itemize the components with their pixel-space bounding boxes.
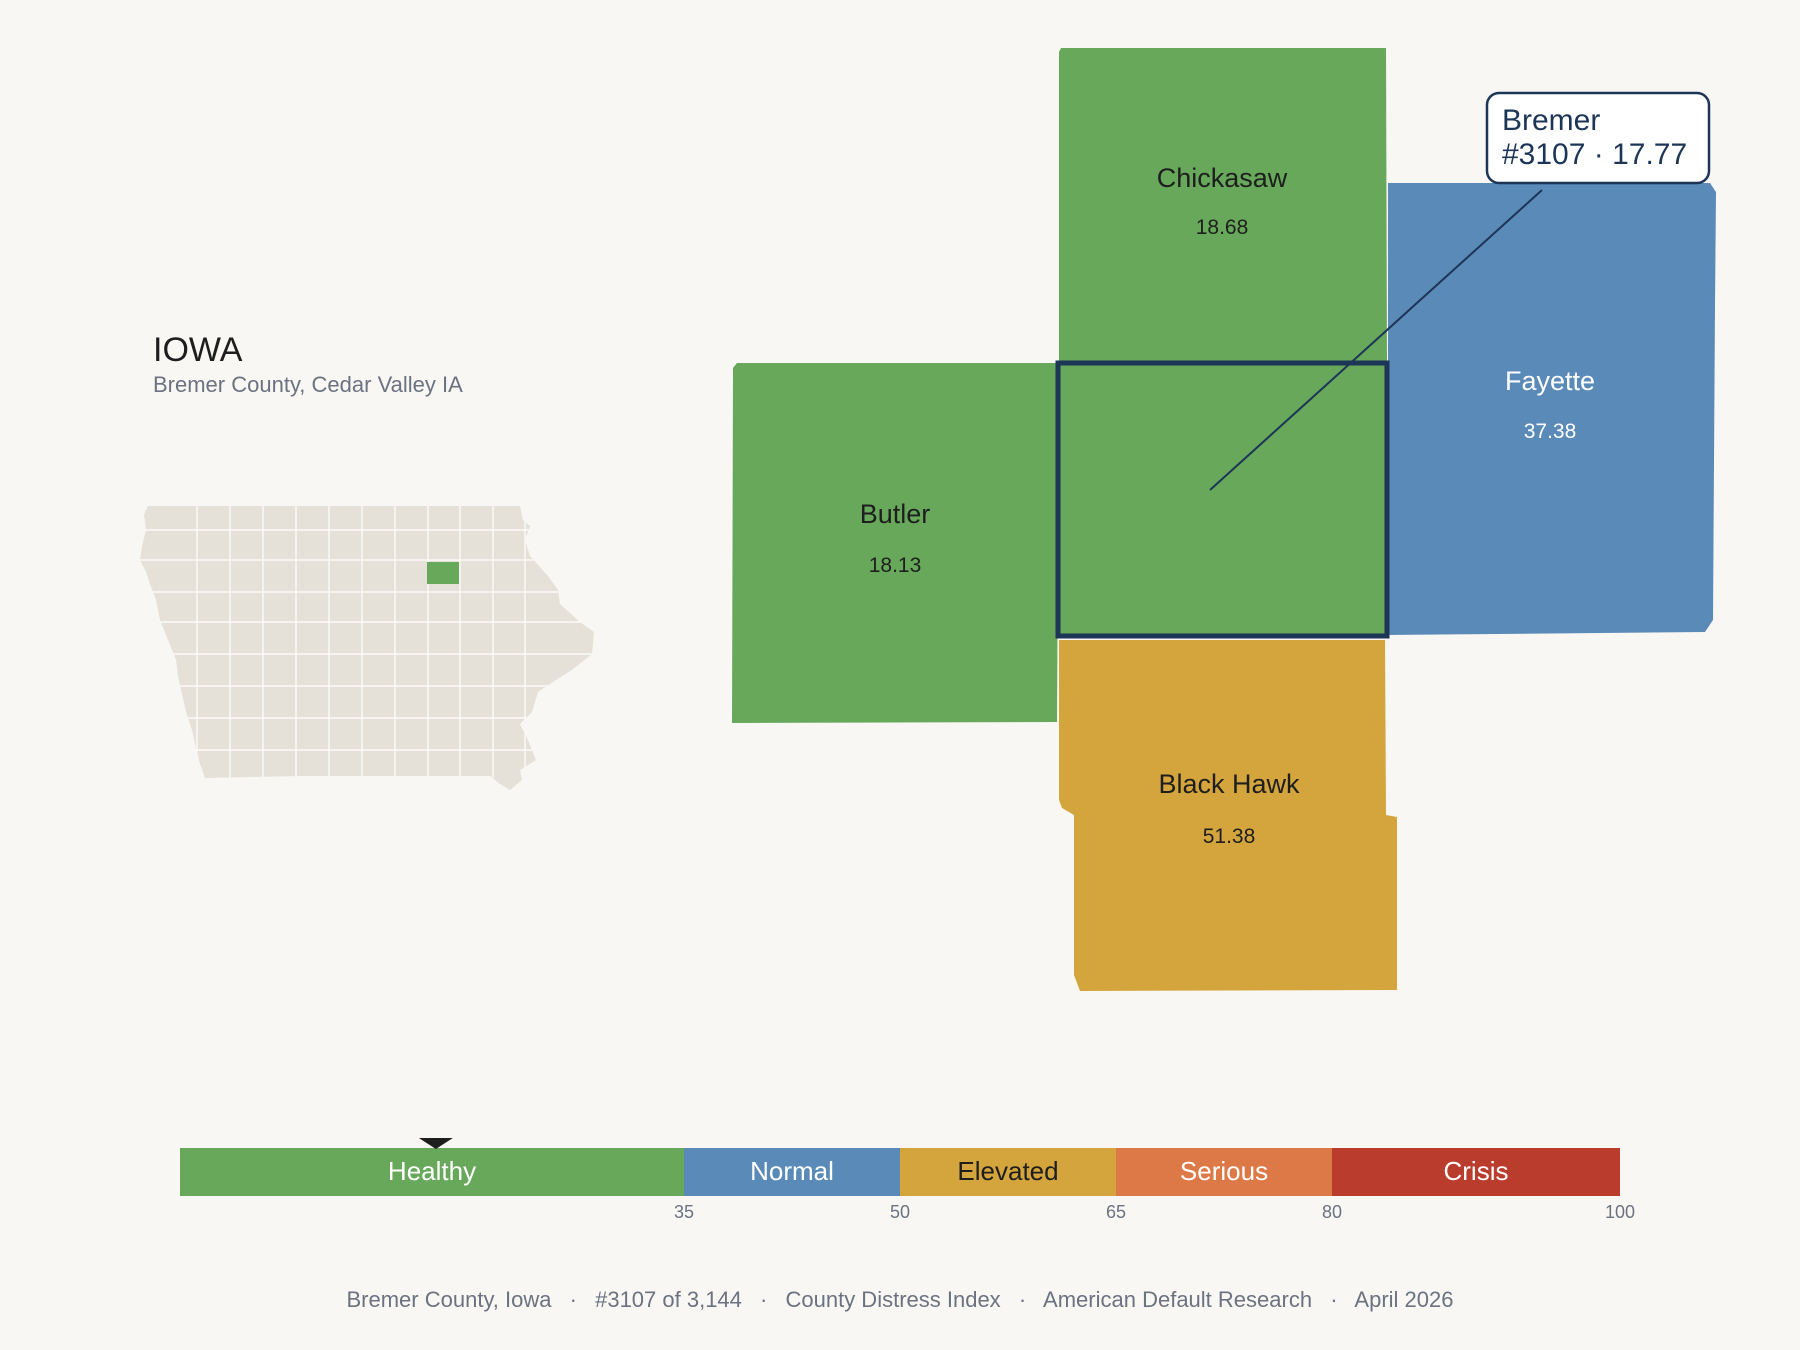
legend-tick-80: 80 (1322, 1202, 1342, 1222)
iowa-inset-map (140, 506, 594, 790)
county-butler-label: Butler (860, 499, 931, 529)
legend-band-serious (1116, 1148, 1332, 1196)
county-fayette-shape (1388, 183, 1716, 635)
legend-label-normal: Normal (750, 1156, 834, 1186)
county-blackhawk-label: Black Hawk (1158, 769, 1300, 799)
footer-sep-4: · (1330, 1287, 1337, 1312)
bremer-callout: Bremer #3107 · 17.77 (1209, 91, 1711, 491)
county-fayette-label: Fayette (1505, 366, 1595, 396)
footer-sep-2: · (760, 1287, 767, 1312)
callout-leader-line (1209, 189, 1543, 491)
legend-marker-icon (418, 1138, 453, 1149)
inset-bremer-county (427, 562, 459, 584)
county-chickasaw-shape (1059, 48, 1387, 362)
county-butler[interactable]: Butler 18.13 (732, 363, 1059, 723)
county-blackhawk-shape (1059, 640, 1397, 991)
county-blackhawk-value: 51.38 (1203, 825, 1256, 848)
legend-tick-100: 100 (1605, 1202, 1635, 1222)
distress-legend: Healthy Normal Elevated Serious Crisis 35 50 65… (180, 1138, 1635, 1222)
footer-date: April 2026 (1354, 1287, 1453, 1312)
callout-county-name: Bremer (1502, 104, 1600, 137)
footer-source: American Default Research (1043, 1287, 1312, 1312)
legend-label-elevated: Elevated (957, 1156, 1058, 1186)
county-chickasaw[interactable]: Chickasaw 18.68 (1059, 48, 1387, 362)
state-title: IOWA (153, 331, 243, 369)
county-fayette[interactable]: Fayette 37.38 (1388, 183, 1716, 635)
legend-tick-65: 65 (1106, 1202, 1126, 1222)
iowa-state-outline (140, 506, 594, 790)
footer-rank: #3107 of 3,144 (595, 1287, 742, 1312)
county-grid (140, 506, 594, 778)
callout-box (1485, 91, 1711, 185)
county-butler-value: 18.13 (869, 554, 922, 577)
legend-band-normal (684, 1148, 900, 1196)
footer-sep-3: · (1019, 1287, 1026, 1312)
county-fayette-value: 37.38 (1524, 420, 1577, 443)
legend-label-crisis: Crisis (1444, 1156, 1509, 1186)
county-blackhawk[interactable]: Black Hawk 51.38 (1059, 640, 1397, 991)
county-chickasaw-value: 18.68 (1196, 216, 1249, 239)
footer-index: County Distress Index (785, 1287, 1000, 1312)
legend-band-elevated (900, 1148, 1116, 1196)
state-subtitle: Bremer County, Cedar Valley IA (153, 372, 463, 397)
footer-county: Bremer County, Iowa (347, 1287, 553, 1312)
footer-sep-1: · (570, 1287, 577, 1312)
footer-credits: Bremer County, Iowa · #3107 of 3,144 · C… (347, 1287, 1454, 1312)
callout-rank-score: #3107 · 17.77 (1502, 138, 1687, 171)
legend-band-healthy (180, 1148, 684, 1196)
county-bremer-shape (1055, 360, 1390, 639)
legend-tick-35: 35 (674, 1202, 694, 1222)
county-chickasaw-label: Chickasaw (1157, 163, 1288, 193)
legend-label-healthy: Healthy (388, 1156, 476, 1186)
legend-tick-50: 50 (890, 1202, 910, 1222)
legend-band-crisis (1332, 1148, 1620, 1196)
county-bremer[interactable] (1055, 360, 1390, 639)
county-butler-shape (732, 363, 1059, 723)
legend-label-serious: Serious (1180, 1156, 1268, 1186)
